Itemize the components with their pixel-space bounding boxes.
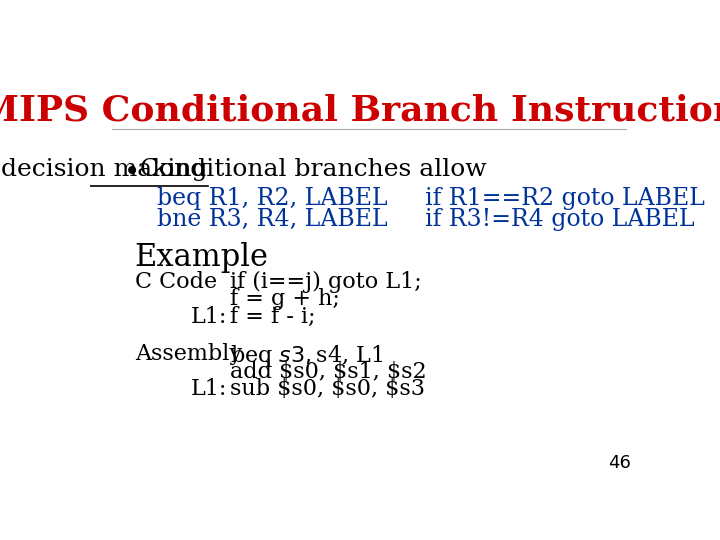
- Text: f = g + h;: f = g + h;: [230, 288, 339, 310]
- Text: bne R3, R4, LABEL     if R3!=R4 goto LABEL: bne R3, R4, LABEL if R3!=R4 goto LABEL: [157, 208, 695, 231]
- Text: MIPS Conditional Branch Instructions: MIPS Conditional Branch Instructions: [0, 94, 720, 128]
- Text: sub $s0, $s0, $s3: sub $s0, $s0, $s3: [230, 379, 425, 400]
- Text: L1:: L1:: [190, 379, 227, 400]
- Text: Conditional branches allow: Conditional branches allow: [140, 158, 495, 181]
- Text: decision making: decision making: [1, 158, 207, 181]
- Text: L1:: L1:: [190, 306, 227, 328]
- Text: Example: Example: [135, 241, 269, 273]
- Text: add $s0, $s1, $s2: add $s0, $s1, $s2: [230, 361, 426, 383]
- Text: C Code: C Code: [135, 271, 217, 293]
- Text: •: •: [124, 158, 140, 186]
- Text: 46: 46: [608, 454, 631, 472]
- Text: Assembly: Assembly: [135, 343, 242, 366]
- Text: beq $s3, $s4, L1: beq $s3, $s4, L1: [230, 343, 383, 369]
- Text: if (i==j) goto L1;: if (i==j) goto L1;: [230, 271, 421, 293]
- Text: f = f - i;: f = f - i;: [230, 306, 315, 328]
- Text: Conditional branches allow: Conditional branches allow: [0, 539, 1, 540]
- Text: beq R1, R2, LABEL     if R1==R2 goto LABEL: beq R1, R2, LABEL if R1==R2 goto LABEL: [157, 187, 705, 211]
